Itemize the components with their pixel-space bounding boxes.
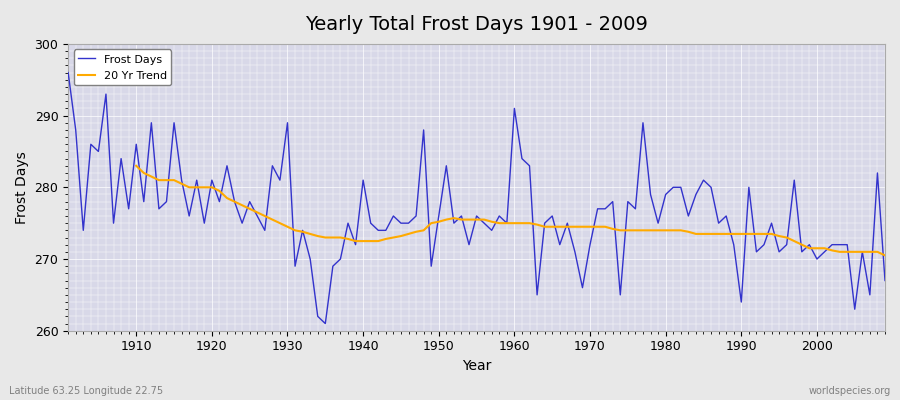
20 Yr Trend — [842, 250, 852, 254]
20 Yr Trend — [577, 224, 588, 229]
Y-axis label: Frost Days: Frost Days — [15, 151, 29, 224]
Frost Days — [290, 264, 301, 268]
20 Yr Trend — [305, 232, 316, 236]
X-axis label: Year: Year — [462, 359, 491, 373]
Frost Days — [608, 199, 618, 204]
20 Yr Trend — [274, 221, 285, 226]
Text: worldspecies.org: worldspecies.org — [809, 386, 891, 396]
Frost Days — [123, 206, 134, 211]
Frost Days — [509, 106, 520, 111]
20 Yr Trend — [517, 221, 527, 226]
Line: 20 Yr Trend: 20 Yr Trend — [136, 166, 885, 256]
Title: Yearly Total Frost Days 1901 - 2009: Yearly Total Frost Days 1901 - 2009 — [305, 15, 648, 34]
20 Yr Trend — [879, 253, 890, 258]
Frost Days — [63, 70, 74, 75]
Text: Latitude 63.25 Longitude 22.75: Latitude 63.25 Longitude 22.75 — [9, 386, 163, 396]
Frost Days — [879, 278, 890, 283]
20 Yr Trend — [130, 163, 141, 168]
Frost Days — [343, 221, 354, 226]
Line: Frost Days: Frost Days — [68, 72, 885, 324]
Legend: Frost Days, 20 Yr Trend: Frost Days, 20 Yr Trend — [74, 50, 171, 86]
20 Yr Trend — [819, 246, 830, 251]
Frost Days — [517, 156, 527, 161]
Frost Days — [320, 321, 330, 326]
